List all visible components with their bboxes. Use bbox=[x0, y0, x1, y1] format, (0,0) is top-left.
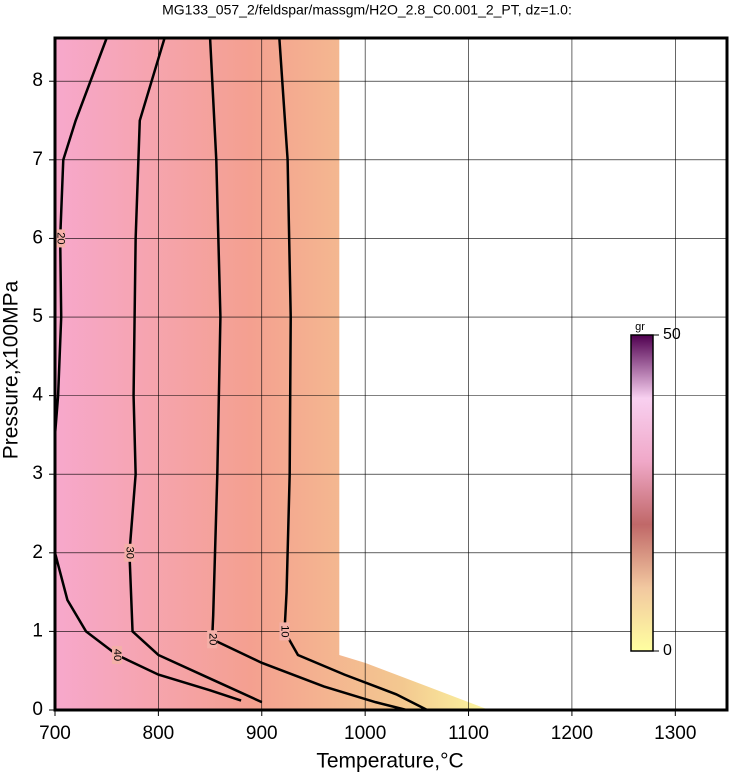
y-tick-label: 7 bbox=[32, 149, 43, 170]
x-tick-label: 900 bbox=[246, 723, 278, 744]
x-tick-label: 1000 bbox=[344, 723, 386, 744]
plot-frame bbox=[53, 36, 729, 712]
contour-line bbox=[278, 37, 428, 712]
contour-label: 20 bbox=[54, 232, 66, 244]
x-tick-label: 800 bbox=[143, 723, 175, 744]
contour-line bbox=[128, 37, 263, 704]
colorbar-label: gr bbox=[635, 321, 645, 333]
x-axis-label: Temperature,°C bbox=[316, 750, 463, 773]
contour-label-bg bbox=[112, 645, 123, 664]
contour-label: 30 bbox=[124, 547, 136, 559]
contour-label-bg bbox=[279, 622, 290, 641]
y-tick-label: 8 bbox=[32, 70, 43, 91]
contour-label: 20 bbox=[206, 633, 218, 645]
y-tick-label: 1 bbox=[32, 620, 43, 641]
contour-label-bg bbox=[55, 229, 66, 248]
data-region bbox=[55, 38, 490, 710]
x-tick-label: 1300 bbox=[654, 723, 696, 744]
contour-label-bg bbox=[124, 543, 135, 562]
y-tick-label: 4 bbox=[32, 385, 43, 406]
y-tick-label: 6 bbox=[32, 227, 43, 248]
x-tick-label: 1200 bbox=[551, 723, 593, 744]
y-tick-label: 3 bbox=[32, 463, 43, 484]
contour-label: 10 bbox=[279, 625, 291, 637]
contour-line bbox=[208, 37, 407, 712]
x-tick-label: 700 bbox=[39, 723, 71, 744]
y-tick-label: 0 bbox=[32, 699, 43, 720]
colorbar bbox=[630, 334, 654, 652]
contour-label: 40 bbox=[111, 649, 123, 661]
y-tick-label: 2 bbox=[32, 542, 43, 563]
contour-label-bg bbox=[207, 630, 218, 649]
x-tick-label: 1100 bbox=[448, 723, 489, 744]
chart-title: MG133_057_2/feldspar/massgm/H2O_2.8_C0.0… bbox=[162, 2, 572, 18]
colorbar-tick-label: 50 bbox=[663, 326, 681, 343]
y-axis-label: Pressure,x100MPa bbox=[0, 280, 23, 459]
colorbar-tick-label: 0 bbox=[663, 642, 672, 659]
y-tick-label: 5 bbox=[32, 306, 43, 327]
